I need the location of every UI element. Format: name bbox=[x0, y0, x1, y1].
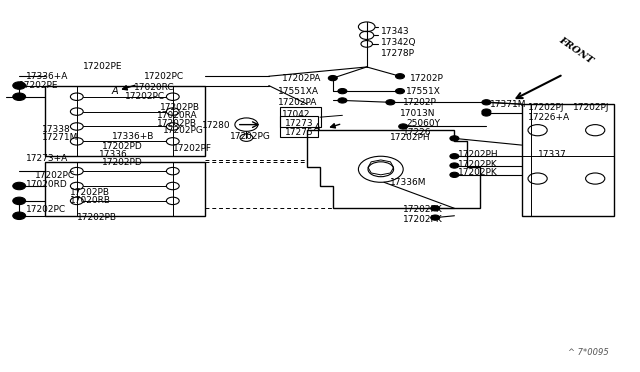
Text: 17020RD: 17020RD bbox=[26, 180, 67, 189]
Text: 17273+A: 17273+A bbox=[26, 154, 68, 163]
Text: 17202PH: 17202PH bbox=[390, 133, 431, 142]
Text: 17202PF: 17202PF bbox=[173, 144, 212, 153]
Text: A: A bbox=[314, 124, 320, 133]
Text: 17202PB: 17202PB bbox=[70, 188, 111, 197]
Circle shape bbox=[13, 82, 26, 89]
Circle shape bbox=[431, 206, 440, 211]
Circle shape bbox=[13, 212, 26, 219]
Text: 17202PE: 17202PE bbox=[83, 62, 123, 71]
Text: 17202PB: 17202PB bbox=[77, 213, 116, 222]
Text: 17020RA: 17020RA bbox=[157, 111, 197, 120]
Text: 17551XA: 17551XA bbox=[278, 87, 319, 96]
Circle shape bbox=[396, 74, 404, 79]
Text: 17020RC: 17020RC bbox=[134, 83, 175, 92]
Text: 17202PA: 17202PA bbox=[282, 74, 321, 83]
Text: 17202PJ: 17202PJ bbox=[573, 103, 609, 112]
Text: 17202PH: 17202PH bbox=[458, 150, 498, 159]
Circle shape bbox=[482, 111, 491, 116]
Text: 17275: 17275 bbox=[285, 128, 314, 137]
Text: 17013N: 17013N bbox=[400, 109, 435, 118]
Text: 17336M: 17336M bbox=[390, 178, 427, 187]
Circle shape bbox=[431, 215, 440, 220]
Text: 17226+A: 17226+A bbox=[528, 113, 570, 122]
Text: 17202PK: 17202PK bbox=[458, 160, 497, 169]
Text: 17202PG: 17202PG bbox=[230, 132, 271, 141]
Text: 17020RB: 17020RB bbox=[70, 196, 111, 205]
Text: 17273: 17273 bbox=[285, 119, 314, 128]
Circle shape bbox=[386, 100, 395, 105]
Text: ^ 7*0095: ^ 7*0095 bbox=[568, 348, 609, 357]
Text: 17202PK: 17202PK bbox=[403, 205, 443, 214]
Text: 17202P: 17202P bbox=[410, 74, 444, 83]
Circle shape bbox=[13, 93, 26, 100]
Text: 17342Q: 17342Q bbox=[381, 38, 416, 47]
Text: 17371M: 17371M bbox=[490, 100, 526, 109]
Text: 17202PJ: 17202PJ bbox=[528, 103, 564, 112]
Text: 17280: 17280 bbox=[202, 121, 230, 130]
Text: 25060Y: 25060Y bbox=[406, 119, 440, 128]
Text: 17343: 17343 bbox=[381, 27, 410, 36]
Text: 17226: 17226 bbox=[403, 128, 432, 137]
Text: 17202PB: 17202PB bbox=[160, 103, 200, 112]
Text: 17336+B: 17336+B bbox=[112, 132, 154, 141]
Circle shape bbox=[450, 163, 459, 168]
Text: FRONT: FRONT bbox=[557, 35, 595, 65]
Circle shape bbox=[482, 100, 491, 105]
Text: 17278P: 17278P bbox=[381, 49, 415, 58]
Text: 17202PC: 17202PC bbox=[35, 171, 76, 180]
Circle shape bbox=[328, 76, 337, 81]
Circle shape bbox=[338, 98, 347, 103]
Text: 17202PG: 17202PG bbox=[163, 126, 204, 135]
Text: 17202PC: 17202PC bbox=[26, 205, 66, 214]
Circle shape bbox=[338, 89, 347, 94]
Circle shape bbox=[450, 172, 459, 177]
Text: 17202P: 17202P bbox=[403, 98, 437, 107]
Text: 17202PC: 17202PC bbox=[125, 92, 165, 101]
Circle shape bbox=[450, 154, 459, 159]
Text: 17338: 17338 bbox=[42, 125, 70, 134]
Text: 17202PD: 17202PD bbox=[102, 158, 143, 167]
Text: 17336+A: 17336+A bbox=[26, 72, 68, 81]
Text: 17202PD: 17202PD bbox=[102, 142, 143, 151]
Circle shape bbox=[13, 182, 26, 190]
Text: 17202PC: 17202PC bbox=[144, 72, 184, 81]
Circle shape bbox=[450, 136, 459, 141]
Circle shape bbox=[13, 197, 26, 205]
Circle shape bbox=[482, 109, 491, 114]
Text: 17337: 17337 bbox=[538, 150, 566, 159]
Circle shape bbox=[399, 124, 408, 129]
Circle shape bbox=[396, 89, 404, 94]
Text: 17202PA: 17202PA bbox=[278, 98, 318, 107]
Text: 17271M: 17271M bbox=[42, 133, 78, 142]
Text: 17202PB: 17202PB bbox=[157, 119, 197, 128]
Text: 17042: 17042 bbox=[282, 110, 310, 119]
Text: 17202PE: 17202PE bbox=[19, 81, 59, 90]
Text: 17202PK: 17202PK bbox=[403, 215, 443, 224]
Text: A: A bbox=[112, 86, 118, 96]
Text: 17336: 17336 bbox=[99, 150, 128, 159]
Text: 17202PK: 17202PK bbox=[458, 169, 497, 177]
Text: 17551X: 17551X bbox=[406, 87, 441, 96]
